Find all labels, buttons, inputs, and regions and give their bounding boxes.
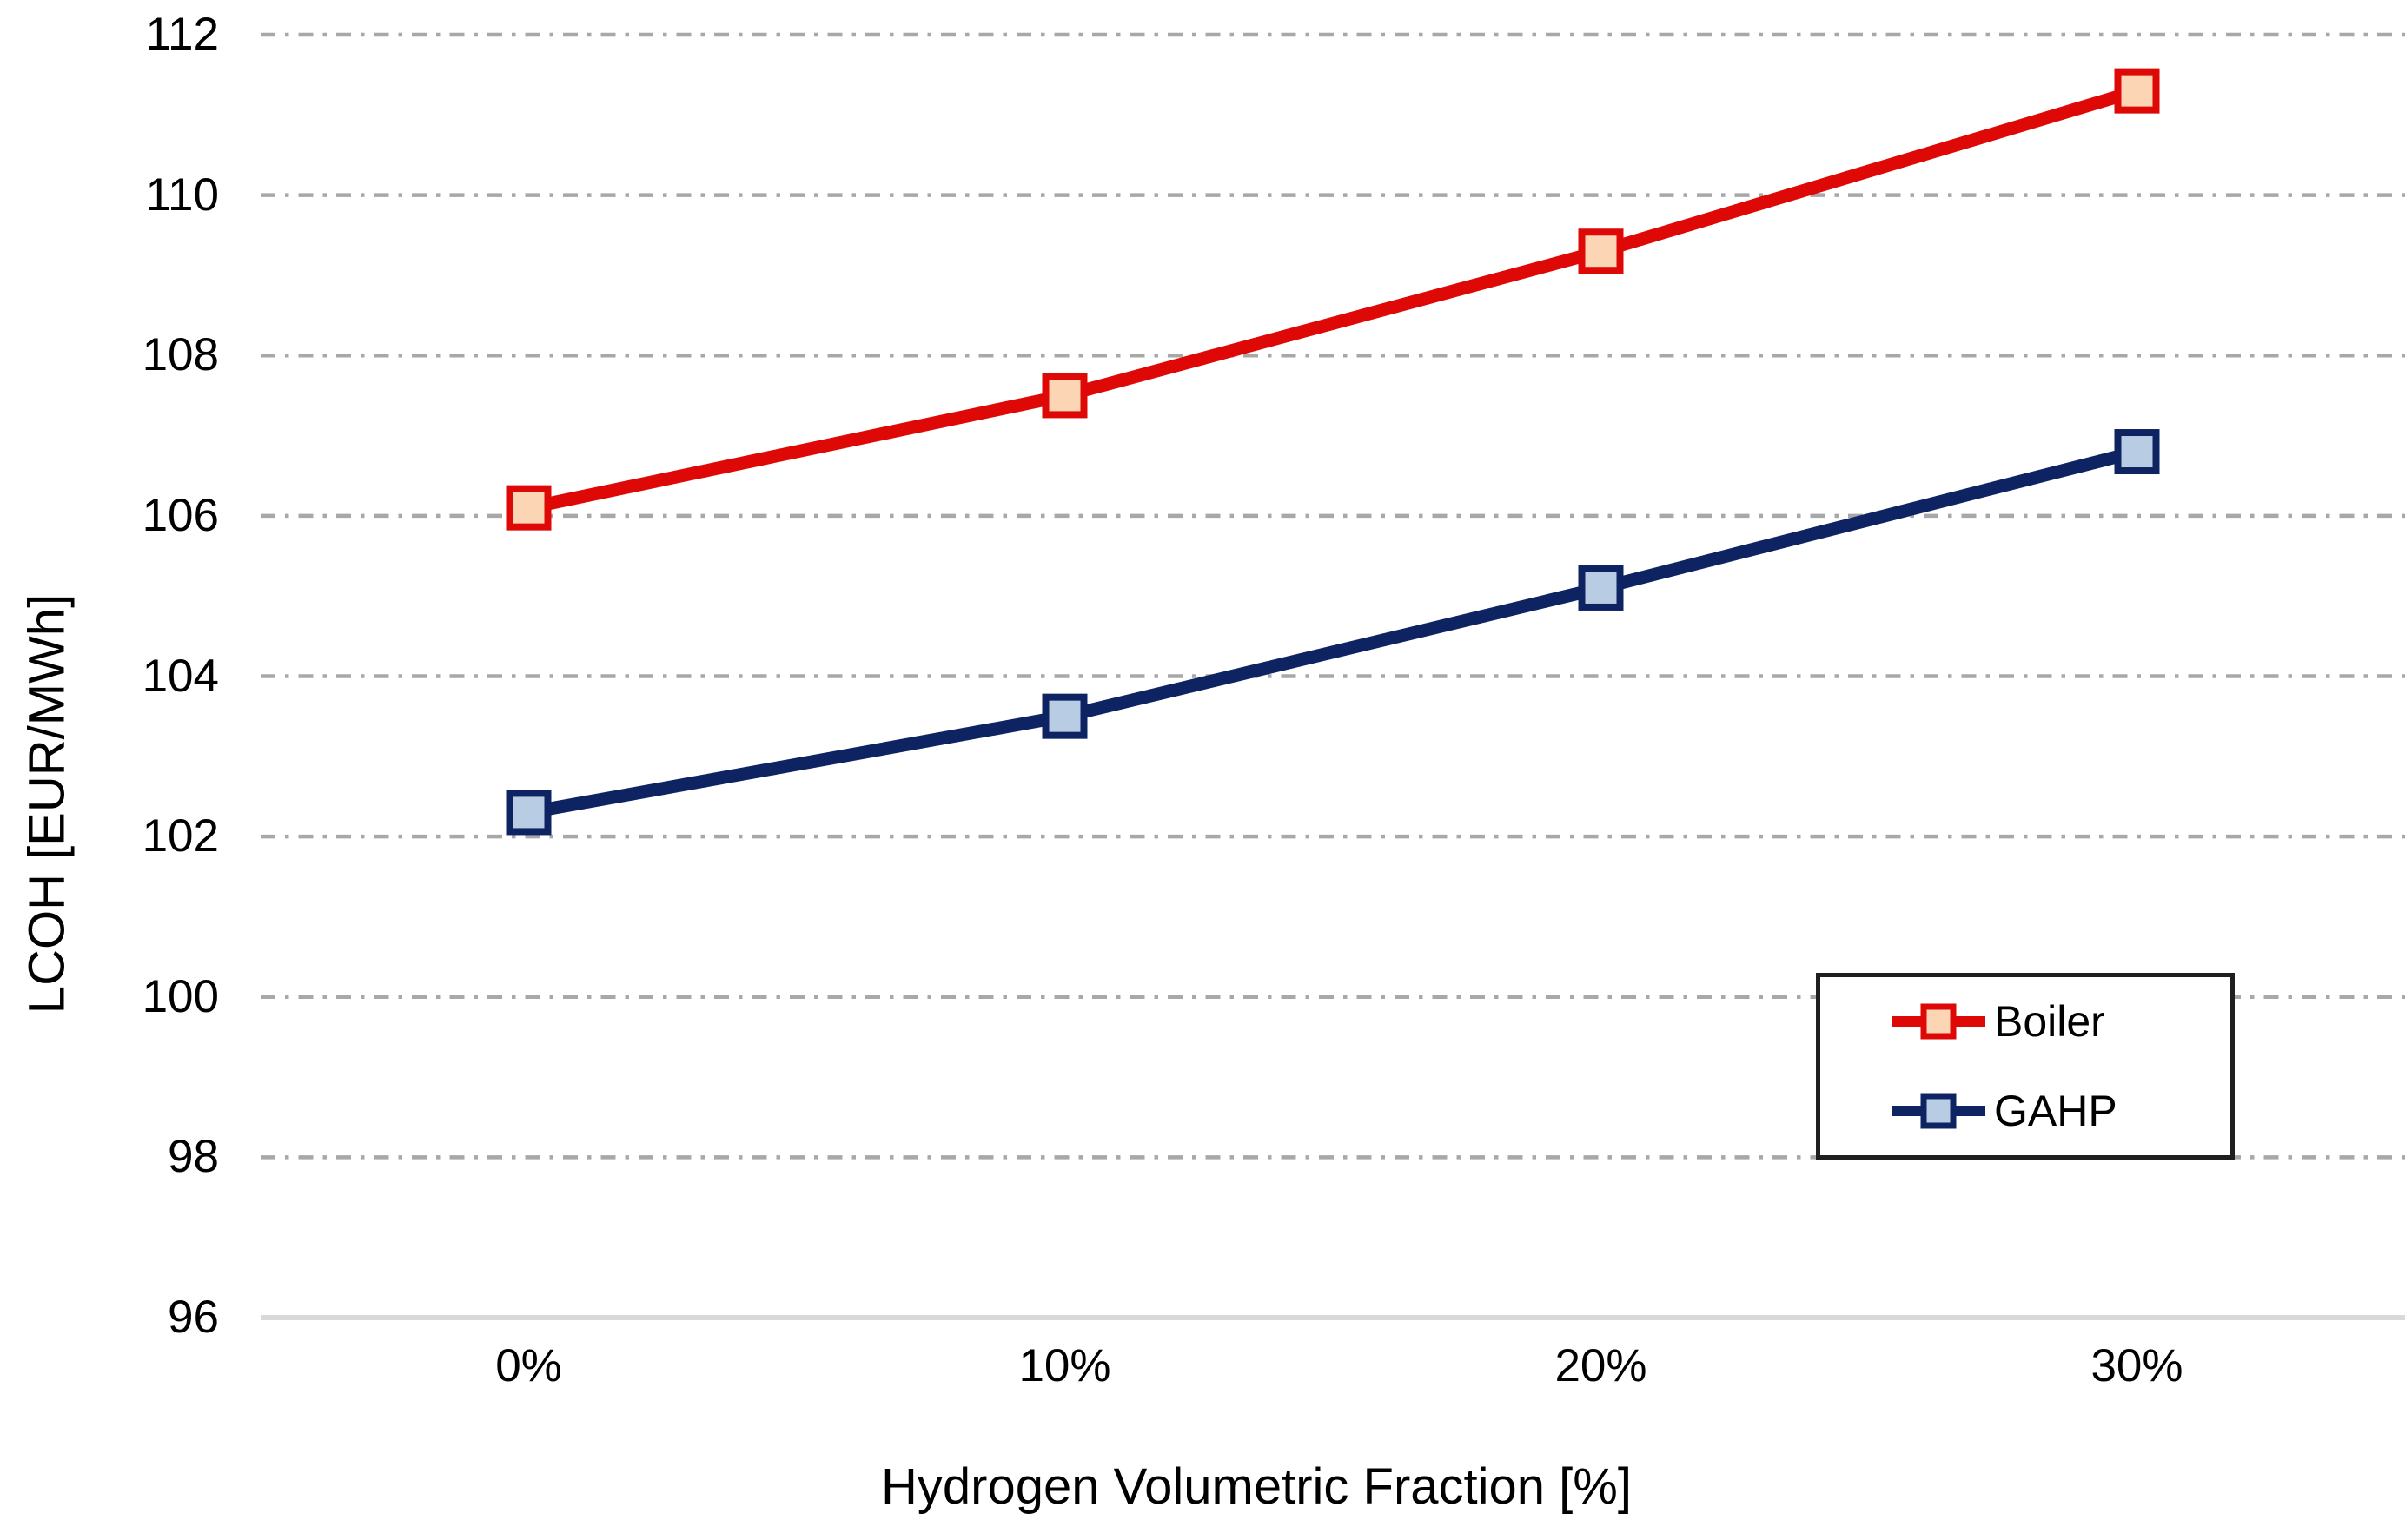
y-tick-label: 96 xyxy=(168,1292,219,1343)
data-point-marker-boiler xyxy=(2114,68,2160,114)
legend: Boiler GAHP xyxy=(1816,973,2235,1160)
series-line-gahp xyxy=(522,445,2143,819)
x-tick-label: 10% xyxy=(1018,1340,1111,1391)
legend-label-boiler: Boiler xyxy=(1994,997,2105,1047)
y-axis-title: LCOH [EUR/MWh] xyxy=(18,593,76,1015)
x-tick-label: 0% xyxy=(495,1340,562,1391)
legend-entry-gahp: GAHP xyxy=(1892,1087,2230,1135)
x-tick-label: 30% xyxy=(2090,1340,2183,1391)
data-point-marker-boiler xyxy=(1042,373,1088,419)
data-point-marker-gahp xyxy=(1042,693,1088,739)
y-tick-label: 104 xyxy=(142,650,219,702)
data-point-marker-gahp xyxy=(1578,565,1624,611)
data-point-marker-gahp xyxy=(506,790,552,836)
x-axis-title: Hydrogen Volumetric Fraction [%] xyxy=(881,1458,1632,1515)
legend-marker xyxy=(1920,1003,1957,1040)
legend-swatch-gahp xyxy=(1892,1093,1985,1129)
data-point-marker-gahp xyxy=(2114,429,2160,475)
y-tick-label: 112 xyxy=(145,9,220,60)
y-tick-label: 100 xyxy=(142,970,219,1022)
x-tick-label: 20% xyxy=(1554,1340,1647,1391)
y-tick-label: 102 xyxy=(142,810,219,863)
legend-label-gahp: GAHP xyxy=(1994,1086,2117,1135)
data-point-marker-boiler xyxy=(506,485,552,531)
y-tick-label: 106 xyxy=(142,489,219,541)
data-point-marker-boiler xyxy=(1578,228,1624,274)
legend-swatch-boiler xyxy=(1892,1003,1985,1040)
series-line-boiler xyxy=(522,84,2143,515)
y-tick-label: 110 xyxy=(145,169,220,221)
y-tick-label: 98 xyxy=(168,1131,219,1183)
legend-entry-boiler: Boiler xyxy=(1892,997,2230,1046)
legend-marker xyxy=(1920,1093,1957,1129)
y-tick-label: 108 xyxy=(142,329,219,381)
